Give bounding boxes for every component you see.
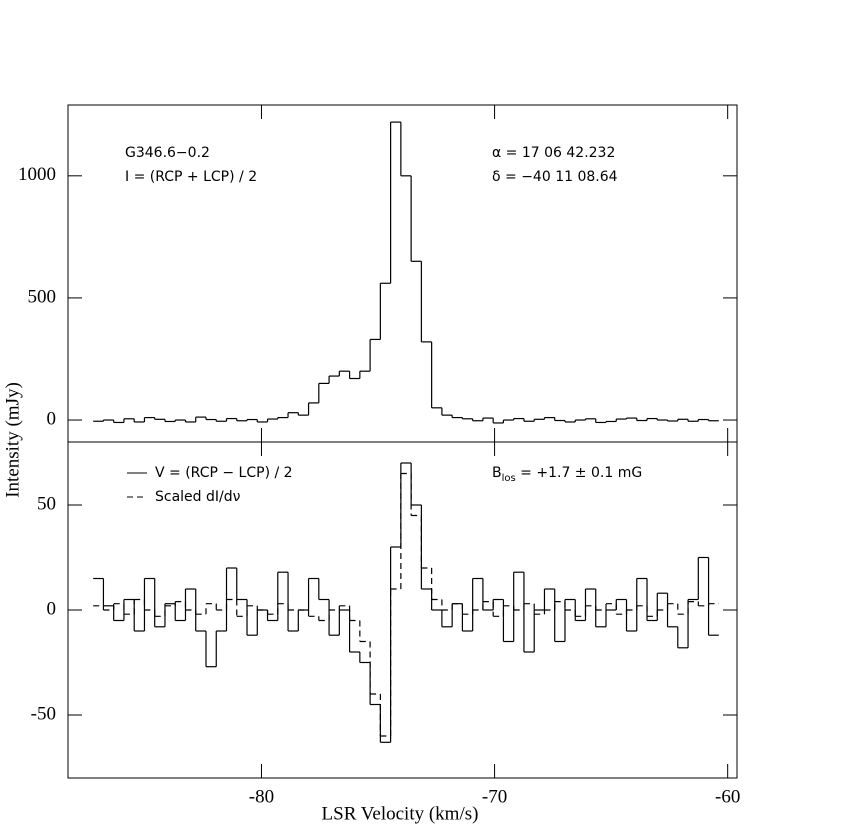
y-tick-label: 0 — [47, 598, 57, 619]
y-tick-label: 1000 — [18, 164, 56, 185]
x-tick-label: -60 — [715, 786, 740, 807]
y-tick-label: 0 — [47, 408, 57, 429]
x-axis-label: LSR Velocity (km/s) — [322, 803, 479, 824]
annotation-part: B — [492, 465, 502, 481]
annotation: α = 17 06 42.232 — [492, 145, 615, 161]
y-tick-label: -50 — [31, 703, 56, 724]
x-tick-label: -80 — [249, 786, 274, 807]
annotation-part: los — [502, 473, 516, 484]
y-axis-label: Intensity (mJy) — [2, 382, 23, 498]
y-tick-label: 500 — [28, 286, 57, 307]
legend-label: V = (RCP − LCP) / 2 — [155, 465, 293, 481]
annotation: δ = −40 11 08.64 — [492, 169, 618, 185]
y-tick-label: 50 — [37, 493, 56, 514]
annotation: Blos = +1.7 ± 0.1 mG — [492, 465, 642, 484]
annotation: G346.6−0.2 — [125, 145, 210, 161]
annotation-part: = +1.7 ± 0.1 mG — [516, 465, 642, 481]
annotation: I = (RCP + LCP) / 2 — [125, 169, 257, 185]
legend-label: Scaled dI/dν — [155, 489, 241, 505]
x-tick-label: -70 — [482, 786, 507, 807]
